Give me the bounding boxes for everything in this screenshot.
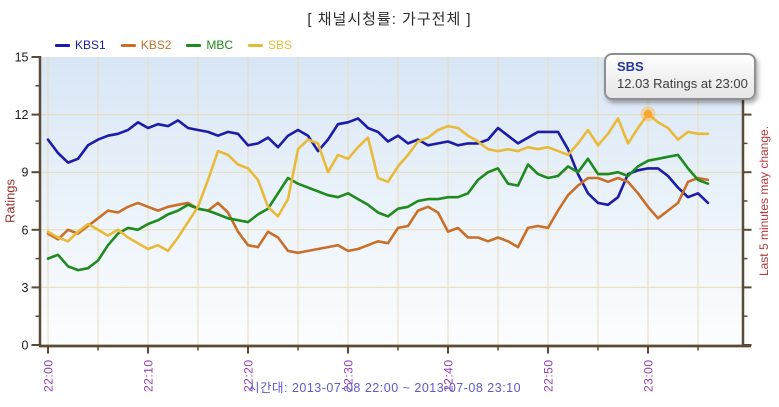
highlight-point[interactable] xyxy=(643,109,653,119)
legend-marker-kbs1 xyxy=(55,43,70,47)
legend-item-kbs2[interactable]: KBS2 xyxy=(120,38,172,52)
series-line-sbs[interactable] xyxy=(46,112,710,253)
legend-label: MBC xyxy=(206,38,234,52)
y-tick-label: 12 xyxy=(15,108,29,122)
tooltip-series-name: SBS xyxy=(617,59,644,74)
time-range-caption: 시간대: 2013-07-08 22:00 ~ 2013-07-08 23:10 xyxy=(248,381,522,395)
legend-label: SBS xyxy=(268,38,293,52)
series-line-kbs2[interactable] xyxy=(46,176,710,255)
legend-item-sbs[interactable]: SBS xyxy=(248,38,292,52)
y-tick-label: 9 xyxy=(22,166,29,180)
plot-area[interactable] xyxy=(40,57,743,345)
y-tick-label: 15 xyxy=(15,51,29,65)
x-tick-label: 22:20 xyxy=(242,359,256,392)
page-title: [ 채널시청률: 가구전체 ] xyxy=(307,11,472,28)
legend-label: KBS2 xyxy=(140,38,172,52)
x-tick-label: 22:10 xyxy=(142,359,156,392)
y-axis-title: Ratings xyxy=(2,178,18,224)
legend-label: KBS1 xyxy=(75,38,106,52)
legend-marker-sbs xyxy=(248,43,264,47)
legend-marker-kbs2 xyxy=(120,43,136,47)
series-line-mbc[interactable] xyxy=(46,153,710,272)
legend: KBS1 KBS2 MBC SBS xyxy=(55,38,292,52)
y-tick-label: 6 xyxy=(22,223,29,237)
series-line-kbs1[interactable] xyxy=(46,117,710,207)
tooltip: SBS 12.03 Ratings at 23:00 xyxy=(604,53,756,100)
legend-item-kbs1[interactable]: KBS1 xyxy=(55,38,106,52)
y-tick-label: 3 xyxy=(22,281,29,295)
x-tick-label: 22:50 xyxy=(542,359,556,392)
legend-marker-mbc xyxy=(186,43,202,47)
legend-item-mbc[interactable]: MBC xyxy=(186,38,233,52)
x-tick-label: 22:30 xyxy=(342,359,356,392)
y-tick-label: 0 xyxy=(22,339,29,353)
right-axis-note: Last 5 minutes may change. xyxy=(757,125,771,277)
x-tick-label: 22:40 xyxy=(442,359,456,392)
x-tick-label: 23:00 xyxy=(642,359,656,392)
tooltip-value-text: 12.03 Ratings at 23:00 xyxy=(617,76,748,91)
x-tick-label: 22:00 xyxy=(42,359,56,392)
